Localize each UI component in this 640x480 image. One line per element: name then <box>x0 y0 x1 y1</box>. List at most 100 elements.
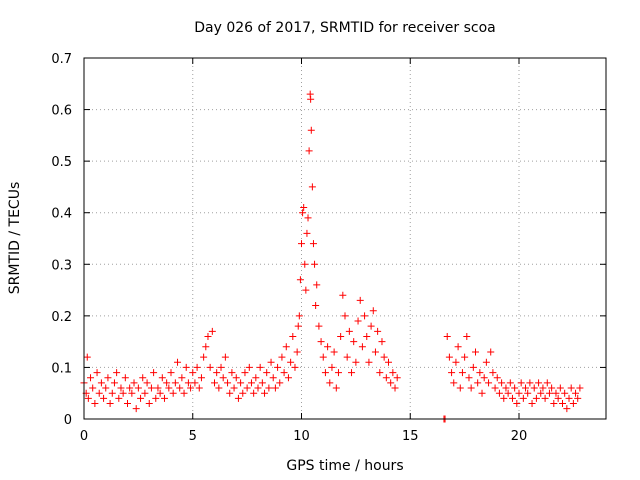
data-point <box>219 374 227 382</box>
data-point <box>302 286 310 294</box>
data-point <box>189 369 197 377</box>
data-point <box>576 384 584 392</box>
data-point <box>528 400 536 408</box>
data-point <box>354 317 362 325</box>
data-point <box>278 353 286 361</box>
data-point <box>539 384 547 392</box>
data-point <box>263 369 271 377</box>
data-point <box>474 379 482 387</box>
data-point <box>448 369 456 377</box>
data-point <box>535 379 543 387</box>
data-point <box>191 379 199 387</box>
data-point <box>454 343 462 351</box>
data-point <box>291 363 299 371</box>
data-point <box>139 374 147 382</box>
data-point <box>156 389 164 397</box>
data-point <box>280 369 288 377</box>
data-point <box>445 353 453 361</box>
data-point <box>226 389 234 397</box>
data-point <box>556 384 564 392</box>
data-point <box>276 379 284 387</box>
data-point <box>204 332 212 340</box>
data-point <box>526 379 534 387</box>
data-point <box>265 384 273 392</box>
data-point <box>106 400 114 408</box>
data-point <box>294 322 302 330</box>
data-point <box>93 369 101 377</box>
data-point <box>282 343 290 351</box>
y-tick-label: 0 <box>64 413 72 428</box>
data-point <box>502 384 510 392</box>
data-point <box>261 389 269 397</box>
y-tick-label: 0.4 <box>51 207 72 222</box>
data-point <box>299 209 307 217</box>
x-tick-label: 0 <box>80 429 88 444</box>
data-point <box>378 338 386 346</box>
data-point <box>182 363 190 371</box>
data-point <box>169 389 177 397</box>
plot-frame <box>83 57 607 420</box>
data-point <box>456 384 464 392</box>
data-point <box>104 374 112 382</box>
data-point <box>491 384 499 392</box>
data-point <box>206 363 214 371</box>
data-point <box>215 384 223 392</box>
data-point <box>458 369 466 377</box>
data-point <box>150 369 158 377</box>
data-point <box>193 363 201 371</box>
data-point <box>367 322 375 330</box>
data-point <box>513 400 521 408</box>
data-point <box>184 379 192 387</box>
data-point <box>561 389 569 397</box>
x-tick-label: 20 <box>511 429 528 444</box>
data-point <box>284 374 292 382</box>
data-point <box>274 363 282 371</box>
data-point <box>301 260 309 268</box>
data-point <box>267 358 275 366</box>
data-point <box>134 384 142 392</box>
data-point <box>358 343 366 351</box>
data-point <box>345 327 353 335</box>
data-point <box>356 296 364 304</box>
data-point <box>237 379 245 387</box>
data-point <box>289 332 297 340</box>
data-point <box>309 240 317 248</box>
data-point <box>197 374 205 382</box>
data-point <box>472 348 479 356</box>
data-point <box>303 229 311 237</box>
data-point <box>452 358 460 366</box>
data-points <box>80 90 584 423</box>
data-point <box>511 384 519 392</box>
data-point <box>500 394 508 402</box>
data-point <box>200 353 208 361</box>
data-point <box>124 400 131 408</box>
y-axis-label: SRMTID / TECUs <box>7 182 23 295</box>
data-point <box>300 204 308 212</box>
data-point <box>165 384 173 392</box>
data-point <box>334 369 342 377</box>
data-point <box>312 302 320 310</box>
data-point <box>352 358 360 366</box>
data-point <box>256 363 264 371</box>
data-point <box>252 374 260 382</box>
data-point <box>110 379 118 387</box>
data-point <box>147 384 155 392</box>
data-point <box>469 363 477 371</box>
data-point <box>389 369 397 377</box>
y-tick-label: 0.7 <box>51 52 72 67</box>
data-point <box>83 353 91 361</box>
y-tick-label: 0.5 <box>51 155 72 170</box>
data-point <box>245 363 253 371</box>
data-point <box>296 276 304 284</box>
data-point <box>485 379 493 387</box>
data-point <box>313 281 321 289</box>
data-point <box>380 353 388 361</box>
data-point <box>376 369 384 377</box>
data-point <box>574 394 582 402</box>
data-point <box>450 379 458 387</box>
data-point <box>195 384 203 392</box>
data-point <box>319 353 327 361</box>
data-point <box>328 363 336 371</box>
data-point <box>287 358 295 366</box>
data-point <box>241 369 249 377</box>
